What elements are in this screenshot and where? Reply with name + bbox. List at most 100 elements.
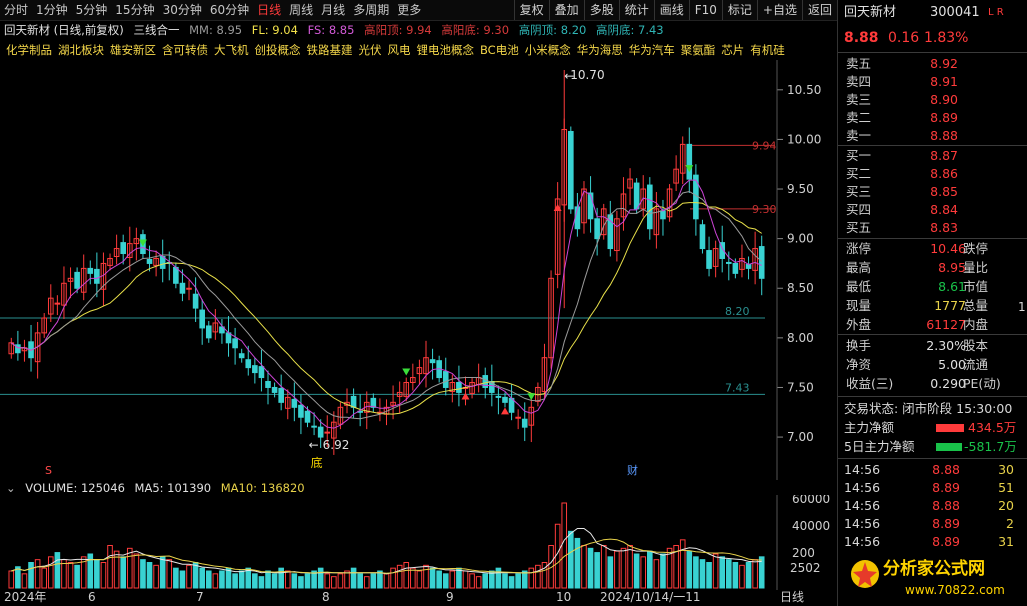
candle-body: [449, 382, 456, 392]
timeframe-1[interactable]: 1分钟: [36, 3, 68, 17]
concept-tag[interactable]: 华为海思: [576, 43, 623, 57]
trade-state: 交易状态: 闭市阶段 15:30:00: [838, 400, 1027, 418]
bid-row[interactable]: 买二 8.86: [838, 165, 1027, 183]
concept-tag[interactable]: 小米概念: [524, 43, 571, 57]
timeframe-5[interactable]: 60分钟: [209, 3, 250, 17]
main-net5-row: 5日主力净额 -581.7万: [838, 438, 1027, 456]
concept-tag[interactable]: 芯片: [721, 43, 745, 57]
volume-ma5: MA5: 101390: [134, 481, 212, 495]
ask-row[interactable]: 卖三 8.90: [838, 91, 1027, 109]
candle-body: [212, 322, 219, 333]
volume-bar: [758, 556, 765, 589]
volume-bar: [706, 562, 712, 589]
candle-body: [416, 367, 423, 375]
candle-body: [304, 410, 311, 423]
volume-bar: [205, 570, 212, 589]
ask-row[interactable]: 卖二 8.89: [838, 109, 1027, 127]
timeframe-3[interactable]: 15分钟: [115, 3, 155, 17]
concept-tag[interactable]: 含可转债: [162, 43, 208, 57]
timeframe-6[interactable]: 日线: [257, 3, 282, 17]
volume-bar: [725, 559, 732, 589]
volume-bar: [238, 570, 245, 589]
fin-label: 财: [627, 463, 638, 477]
bottom-label: 底: [311, 455, 323, 470]
tool-button-6[interactable]: 标记: [721, 0, 757, 20]
concept-tag[interactable]: 雄安新区: [110, 43, 156, 57]
concept-tag[interactable]: 有机硅: [750, 43, 785, 57]
bid-row[interactable]: 买五 8.83: [838, 219, 1027, 237]
concept-tag[interactable]: 聚氨酯: [680, 43, 716, 57]
volume-bar: [199, 567, 205, 589]
candle-body: [192, 293, 199, 309]
indicator-name[interactable]: 三线合一: [133, 23, 180, 37]
concept-tag[interactable]: 光伏: [358, 43, 382, 57]
volume-bar: [363, 576, 370, 589]
x-axis-label: 8: [322, 590, 330, 604]
concept-tag[interactable]: BC电池: [480, 43, 519, 57]
concept-tag[interactable]: 华为汽车: [628, 43, 675, 57]
tool-button-7[interactable]: +自选: [756, 0, 802, 20]
candle-body: [370, 397, 377, 408]
stat-label: 净资: [846, 357, 872, 372]
concept-tag[interactable]: 大飞机: [214, 43, 249, 57]
concept-tag[interactable]: 湖北板块: [58, 43, 104, 57]
price-tick-label: 9.50: [787, 182, 814, 196]
candle-body: [291, 398, 298, 408]
timeframe-10[interactable]: 更多: [397, 3, 422, 17]
candle-body: [587, 192, 594, 220]
candle-body: [627, 178, 633, 189]
timeframe-9[interactable]: 多周期: [353, 3, 390, 17]
trade-state-text: 交易状态: 闭市阶段 15:30:00: [844, 401, 1013, 416]
concept-tag[interactable]: 创投概念: [254, 43, 301, 57]
candle-body: [515, 416, 521, 419]
volume-bar: [370, 573, 377, 589]
tool-button-2[interactable]: 多股: [583, 0, 619, 20]
concept-tag[interactable]: 化学制品: [6, 43, 52, 57]
lr-badge[interactable]: L R: [988, 7, 1004, 18]
volume-bar: [653, 559, 660, 589]
volume-bar: [80, 556, 87, 589]
bid-row[interactable]: 买三 8.85: [838, 183, 1027, 201]
volume-bar: [146, 562, 153, 589]
ask-row[interactable]: 卖五 8.92: [838, 55, 1027, 73]
candle-body: [186, 287, 192, 290]
tool-button-5[interactable]: F10: [688, 0, 722, 20]
volume-bar: [594, 552, 600, 589]
tick-volume: 51: [998, 480, 1014, 495]
volume-bar: [423, 564, 429, 589]
timeframe-2[interactable]: 5分钟: [75, 3, 108, 17]
x-axis-label: 10: [556, 590, 571, 604]
ask-row[interactable]: 卖一 8.88: [838, 127, 1027, 145]
candle-body: [429, 359, 436, 364]
volume-bar: [627, 545, 633, 589]
tool-button-1[interactable]: 叠加: [548, 0, 584, 20]
tool-button-0[interactable]: 复权: [513, 0, 549, 20]
logo-text: 分析家公式网: [883, 558, 985, 579]
candle-body: [331, 421, 337, 439]
ask-row[interactable]: 卖四 8.91: [838, 73, 1027, 91]
stat-value: 10.46: [930, 241, 966, 256]
tool-button-8[interactable]: 返回: [801, 0, 837, 20]
timeframe-0[interactable]: 分时: [4, 3, 29, 17]
stat-value: 8.61: [938, 279, 966, 294]
concept-tag[interactable]: 铁路基建: [306, 43, 353, 57]
volume-bar: [528, 567, 535, 589]
bid-row[interactable]: 买四 8.84: [838, 201, 1027, 219]
tool-button-3[interactable]: 统计: [618, 0, 654, 20]
volume-collapse-icon[interactable]: ⌄: [6, 481, 16, 495]
bid-row[interactable]: 买一 8.87: [838, 147, 1027, 165]
tick-row: 14:56 8.88 20: [838, 497, 1027, 515]
concept-tag[interactable]: 锂电池概念: [416, 43, 475, 57]
candle-body: [653, 208, 660, 236]
timeframe-4[interactable]: 30分钟: [162, 3, 202, 17]
buy-arrow-icon: [461, 392, 470, 400]
timeframe-8[interactable]: 月线: [321, 3, 346, 17]
candle-body: [568, 130, 574, 210]
tool-button-4[interactable]: 画线: [653, 0, 689, 20]
candlestick-chart[interactable]: 10.50 10.00 9.50 9.00 8.50 8.00 7.50 7.00 9.94 9.…: [0, 60, 837, 480]
volume-bar: [699, 559, 706, 589]
timeframe-7[interactable]: 周线: [289, 3, 314, 17]
concept-tag[interactable]: 风电: [387, 43, 411, 57]
volume-bar: [87, 553, 94, 589]
